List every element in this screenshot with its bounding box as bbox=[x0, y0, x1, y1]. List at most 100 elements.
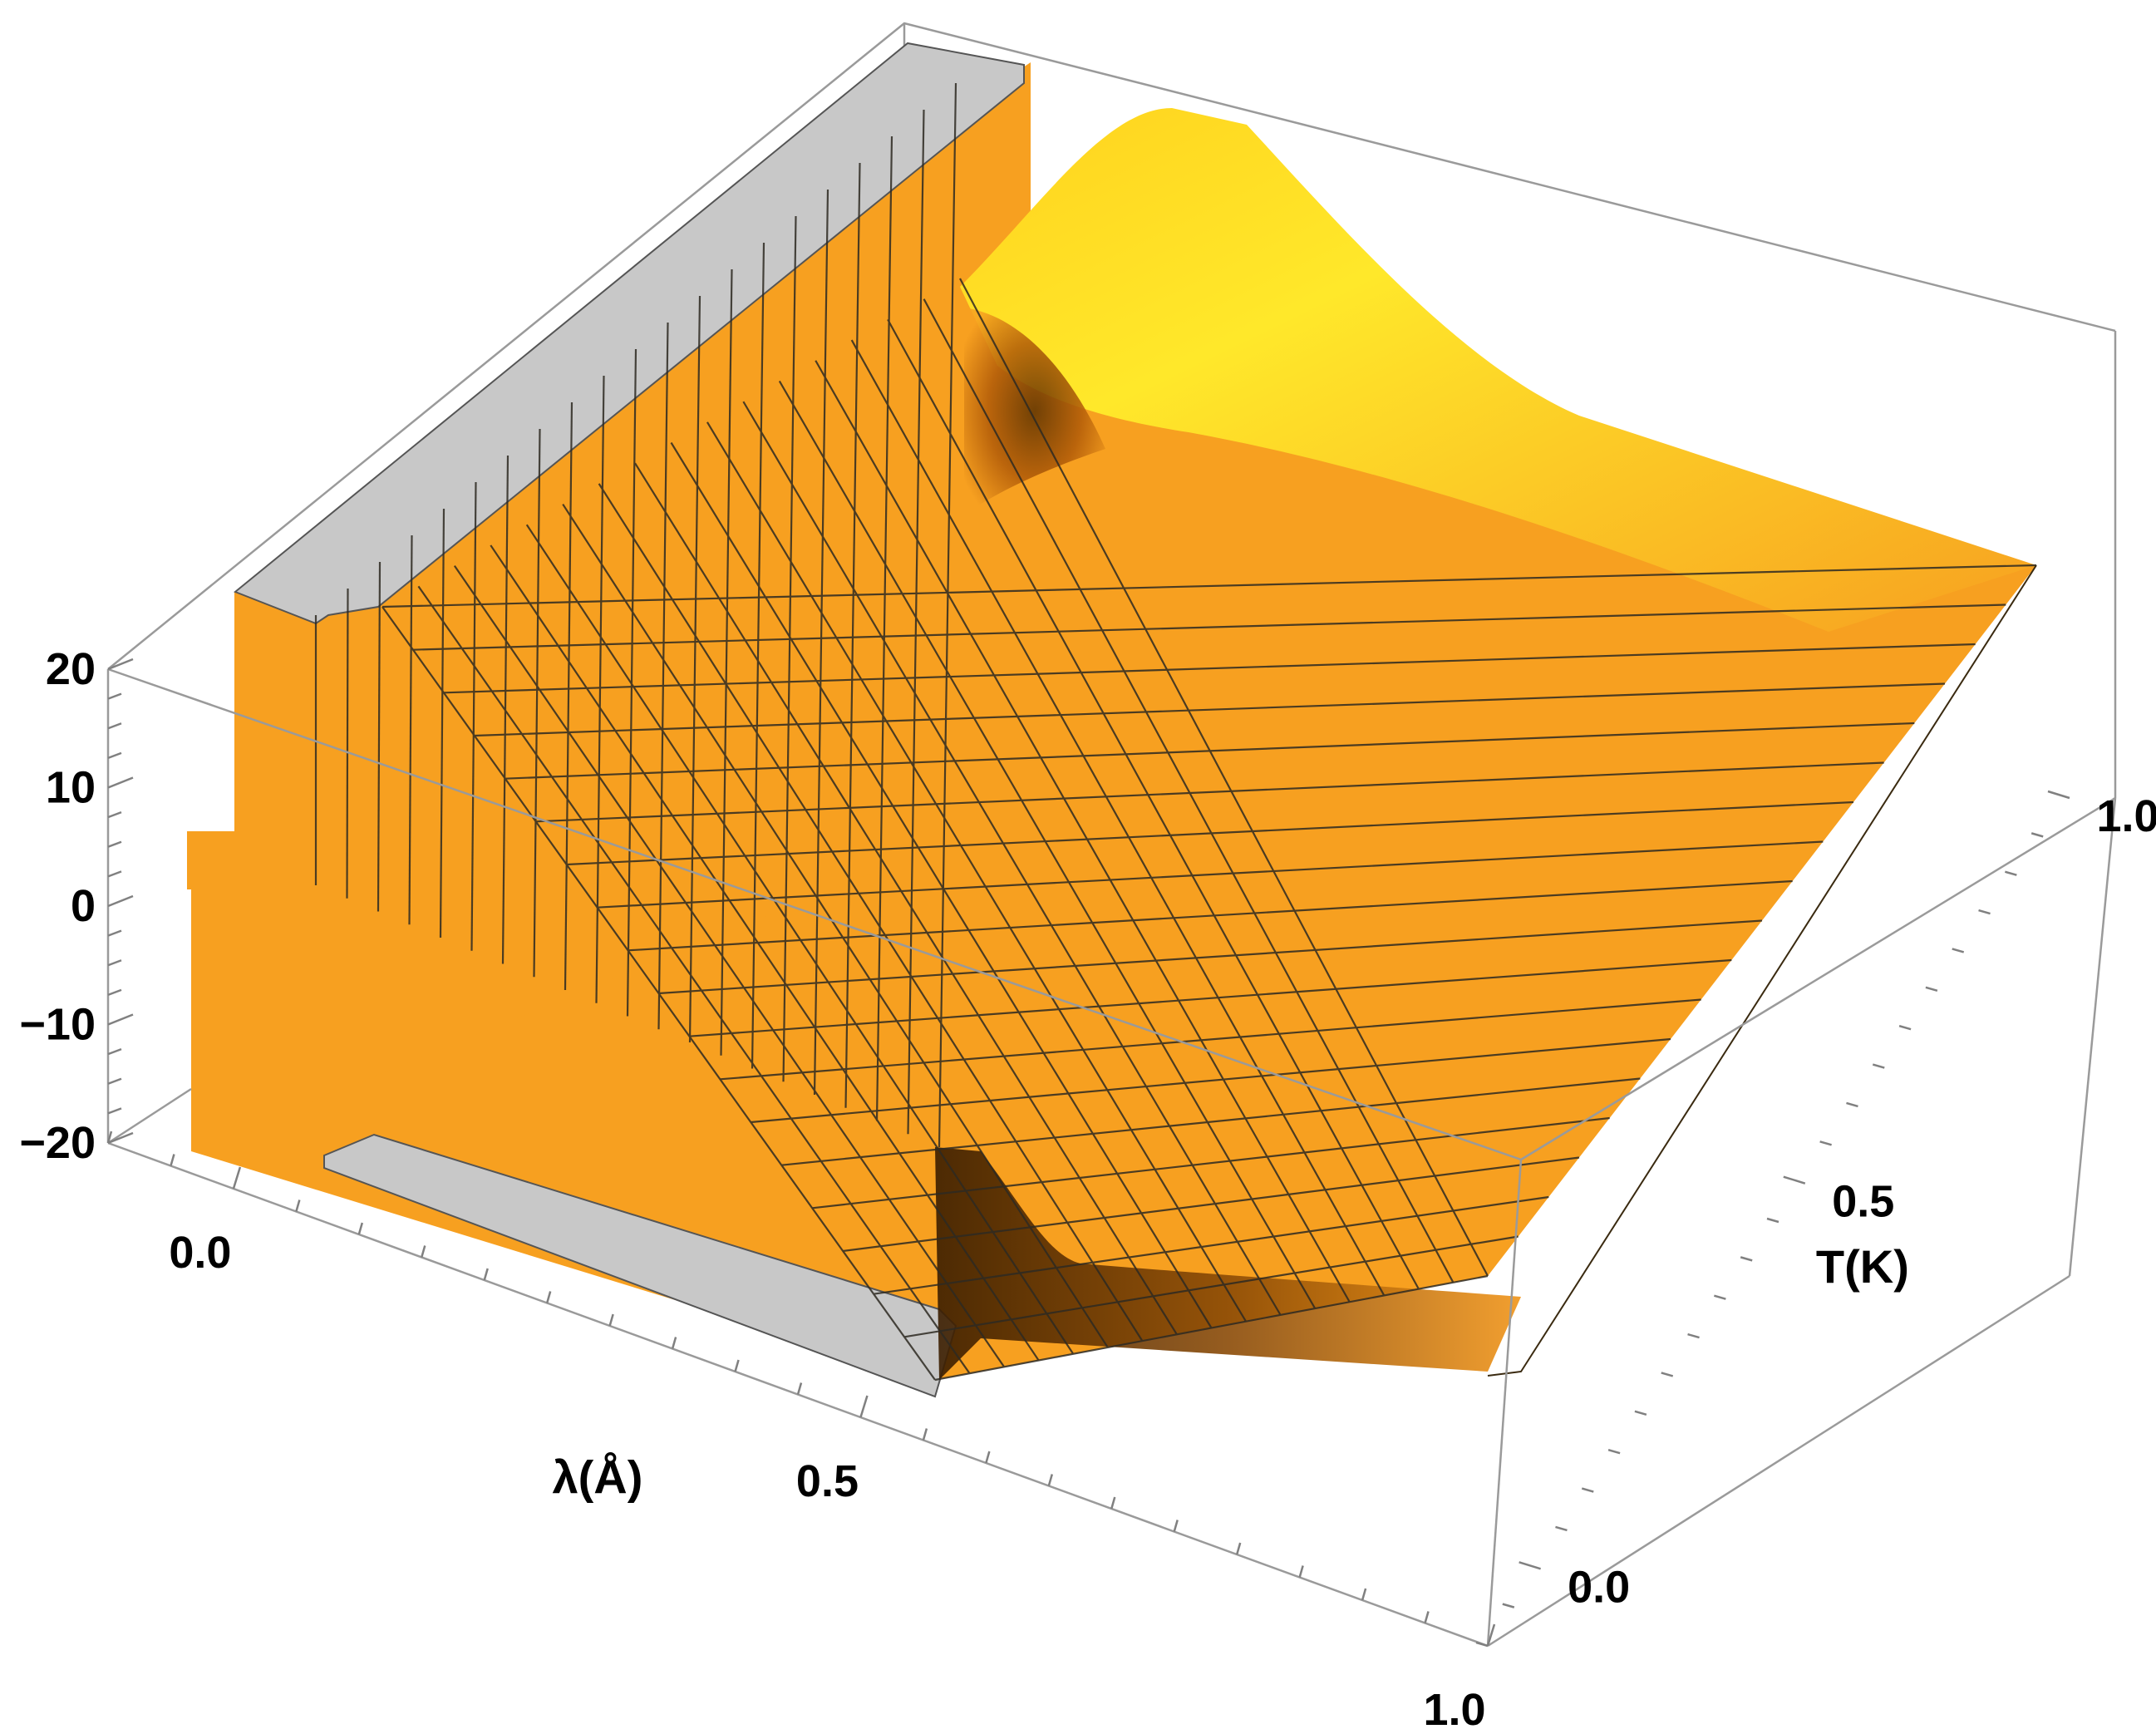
mesh-line-lambda bbox=[598, 483, 1144, 1342]
t-minor-tick bbox=[2030, 832, 2044, 838]
z-minor-tick bbox=[107, 692, 122, 700]
lambda-minor-tick bbox=[1110, 1496, 1116, 1510]
mesh-line-wall bbox=[564, 401, 573, 991]
t-minor-tick bbox=[2005, 870, 2017, 876]
mesh-line-lambda bbox=[850, 339, 1386, 1296]
surface-wall-left bbox=[191, 62, 1031, 1151]
surface-valley-top bbox=[964, 308, 1105, 515]
axis-tick-labels: −20 −10 0 10 20 0.0 0.5 1.0 λ(Å) 0.0 0.5 1.0 T(K) bbox=[19, 644, 2156, 1734]
t-minor-tick bbox=[1607, 1448, 1621, 1455]
mesh-line-t bbox=[505, 722, 1915, 780]
z-minor-tick bbox=[107, 929, 122, 937]
mesh-line-lambda bbox=[562, 503, 1109, 1348]
mesh-line-wall bbox=[875, 135, 893, 1121]
mesh-line-t bbox=[934, 1274, 1489, 1382]
t-minor-tick bbox=[1581, 1487, 1594, 1493]
z-tick-label: −20 bbox=[19, 1118, 96, 1168]
lambda-axis-label: λ(Å) bbox=[552, 1451, 642, 1504]
z-tick-label: −10 bbox=[19, 1000, 96, 1050]
t-major-tick bbox=[1519, 1561, 1542, 1570]
lambda-minor-tick bbox=[796, 1382, 803, 1395]
mesh-line-wall bbox=[408, 534, 413, 925]
z-minor-tick bbox=[107, 1077, 122, 1085]
z-minor-tick bbox=[107, 988, 122, 997]
t-minor-tick bbox=[1661, 1372, 1674, 1377]
mesh-lines bbox=[314, 82, 2037, 1382]
axis-ticks bbox=[106, 658, 2070, 1648]
mesh-line-lambda bbox=[815, 360, 1351, 1303]
t-minor-tick bbox=[1819, 1140, 1832, 1146]
t-minor-tick bbox=[1978, 909, 1991, 915]
mesh-line-lambda bbox=[887, 318, 1420, 1290]
lambda-major-tick bbox=[1486, 1623, 1496, 1647]
lambda-minor-tick bbox=[1298, 1565, 1304, 1578]
mesh-line-wall bbox=[938, 82, 957, 1148]
lambda-minor-tick bbox=[1047, 1474, 1054, 1486]
t-minor-tick bbox=[1555, 1525, 1568, 1532]
mesh-line-lambda bbox=[742, 401, 1282, 1316]
mesh-line-t bbox=[412, 603, 2006, 651]
t-minor-tick bbox=[1502, 1603, 1515, 1608]
surface-peak bbox=[960, 108, 2036, 632]
mesh-line-wall bbox=[470, 481, 477, 951]
lambda-minor-tick bbox=[483, 1268, 489, 1281]
mesh-line-lambda bbox=[923, 298, 1455, 1283]
mesh-line-lambda bbox=[634, 462, 1178, 1335]
surface-mesh bbox=[187, 42, 2037, 1398]
t-minor-tick bbox=[1634, 1410, 1647, 1416]
surface-trench bbox=[935, 1147, 1521, 1380]
mesh-line-wall bbox=[439, 508, 445, 938]
lambda-minor-tick bbox=[106, 1131, 113, 1144]
mesh-line-wall bbox=[501, 455, 509, 964]
z-major-tick bbox=[107, 658, 134, 671]
lambda-tick-label: 0.0 bbox=[169, 1228, 231, 1278]
mesh-line-t bbox=[535, 761, 1884, 823]
lambda-tick-label: 0.5 bbox=[796, 1456, 859, 1506]
mesh-line-wall bbox=[751, 242, 765, 1069]
lambda-minor-tick bbox=[734, 1359, 740, 1372]
lambda-minor-tick bbox=[1173, 1520, 1179, 1532]
mesh-line-wall bbox=[688, 295, 701, 1043]
t-tick-label: 0.0 bbox=[1568, 1562, 1630, 1612]
z-minor-tick bbox=[107, 1107, 122, 1115]
z-minor-tick bbox=[107, 870, 122, 878]
mesh-line-lambda bbox=[706, 421, 1248, 1323]
t-minor-tick bbox=[1687, 1333, 1700, 1339]
lambda-minor-tick bbox=[608, 1313, 614, 1327]
mesh-line-t bbox=[812, 1116, 1610, 1209]
mesh-line-wall bbox=[782, 215, 797, 1082]
mesh-line-lambda bbox=[670, 441, 1213, 1329]
mesh-line-t bbox=[843, 1156, 1580, 1253]
t-minor-tick bbox=[1952, 948, 1965, 953]
surface-clip-top bbox=[234, 42, 1025, 625]
mesh-line-t bbox=[443, 643, 1976, 694]
lambda-minor-tick bbox=[1361, 1588, 1367, 1601]
t-minor-tick bbox=[1740, 1256, 1753, 1262]
lambda-minor-tick bbox=[922, 1428, 928, 1441]
t-minor-tick bbox=[1872, 1063, 1885, 1069]
mesh-line-t bbox=[566, 800, 1854, 866]
mesh-line-lambda bbox=[490, 544, 1040, 1362]
lambda-major-tick bbox=[859, 1395, 869, 1418]
surface-edge-right bbox=[1487, 564, 2037, 1377]
mesh-line-wall bbox=[626, 348, 637, 1017]
lambda-minor-tick bbox=[1424, 1611, 1430, 1623]
t-minor-tick bbox=[1898, 1024, 1912, 1031]
mesh-line-t bbox=[903, 1235, 1519, 1338]
z-minor-tick bbox=[107, 751, 122, 760]
mesh-line-wall bbox=[657, 322, 669, 1030]
lambda-minor-tick bbox=[545, 1291, 552, 1303]
mesh-line-t bbox=[751, 1037, 1671, 1124]
z-major-tick bbox=[107, 1131, 134, 1145]
lambda-minor-tick bbox=[985, 1451, 991, 1464]
mesh-line-t bbox=[720, 998, 1701, 1081]
z-major-tick bbox=[107, 894, 134, 908]
lambda-minor-tick bbox=[357, 1222, 364, 1235]
mesh-line-lambda bbox=[417, 585, 971, 1374]
mesh-line-t bbox=[689, 958, 1732, 1037]
mesh-line-wall bbox=[720, 268, 733, 1056]
z-minor-tick bbox=[107, 810, 122, 819]
lambda-minor-tick bbox=[295, 1200, 301, 1212]
mesh-line-wall bbox=[533, 428, 541, 978]
